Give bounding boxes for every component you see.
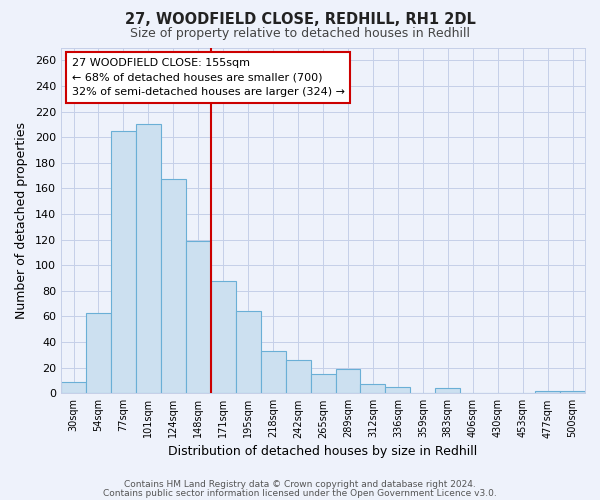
Text: Contains HM Land Registry data © Crown copyright and database right 2024.: Contains HM Land Registry data © Crown c…: [124, 480, 476, 489]
Bar: [311, 374, 335, 394]
Bar: [236, 312, 260, 394]
Text: Size of property relative to detached houses in Redhill: Size of property relative to detached ho…: [130, 28, 470, 40]
X-axis label: Distribution of detached houses by size in Redhill: Distribution of detached houses by size …: [169, 444, 478, 458]
Bar: [86, 312, 111, 394]
Bar: [260, 351, 286, 394]
Bar: [111, 131, 136, 394]
Y-axis label: Number of detached properties: Number of detached properties: [15, 122, 28, 319]
Bar: [61, 382, 86, 394]
Bar: [335, 369, 361, 394]
Bar: [161, 180, 186, 394]
Text: Contains public sector information licensed under the Open Government Licence v3: Contains public sector information licen…: [103, 488, 497, 498]
Bar: [560, 391, 585, 394]
Bar: [361, 384, 385, 394]
Bar: [286, 360, 311, 394]
Bar: [436, 388, 460, 394]
Bar: [385, 387, 410, 394]
Bar: [136, 124, 161, 394]
Text: 27 WOODFIELD CLOSE: 155sqm
← 68% of detached houses are smaller (700)
32% of sem: 27 WOODFIELD CLOSE: 155sqm ← 68% of deta…: [71, 58, 344, 98]
Bar: [211, 280, 236, 394]
Bar: [535, 391, 560, 394]
Bar: [186, 241, 211, 394]
Text: 27, WOODFIELD CLOSE, REDHILL, RH1 2DL: 27, WOODFIELD CLOSE, REDHILL, RH1 2DL: [125, 12, 475, 28]
